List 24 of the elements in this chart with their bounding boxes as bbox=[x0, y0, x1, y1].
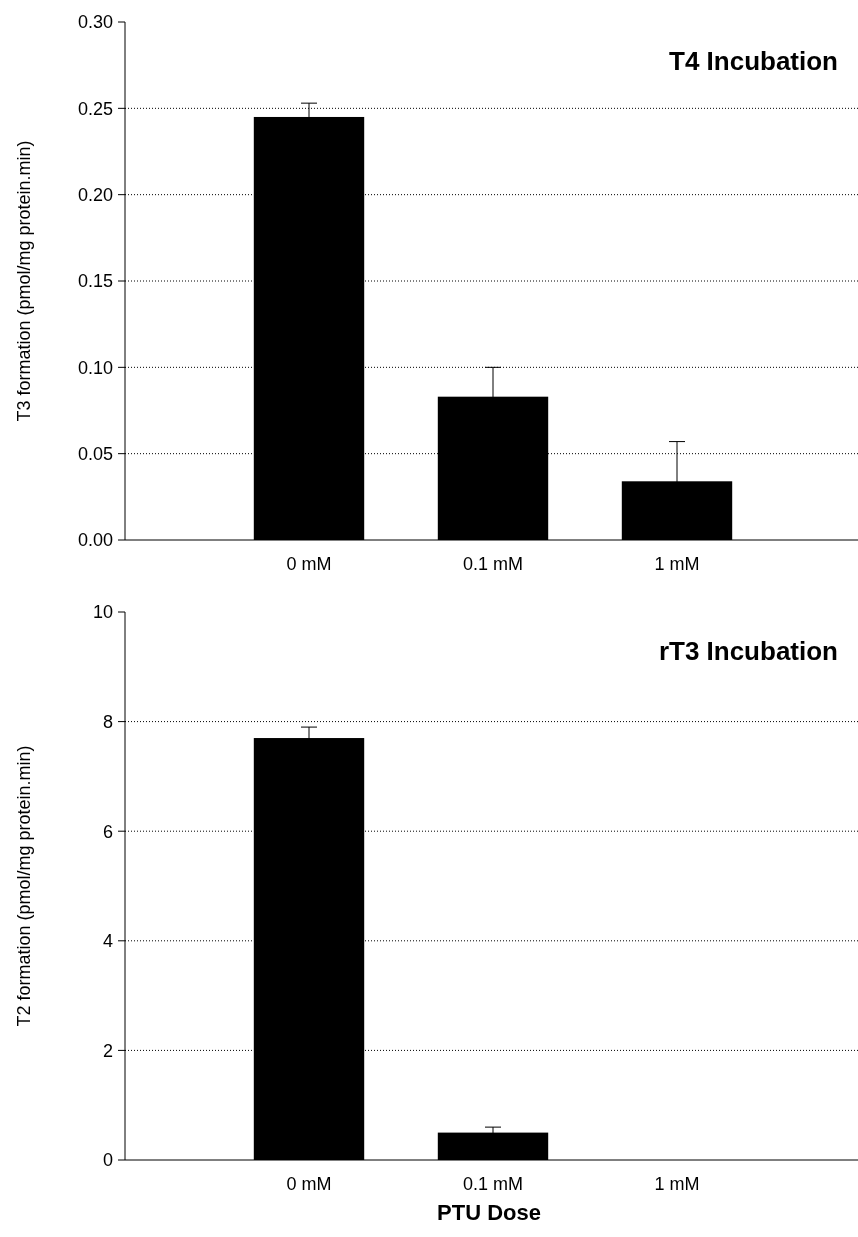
y-tick-label: 0 bbox=[102, 1150, 113, 1171]
x-tick-label: 0 mM bbox=[286, 1174, 332, 1194]
y-tick-label: 0.25 bbox=[77, 98, 113, 119]
x-tick-label: 0.1 mM bbox=[462, 1174, 524, 1194]
y-axis-title: T2 formation (pmol/mg protein.min) bbox=[14, 745, 34, 1027]
x-tick-label: 1 mM bbox=[654, 1174, 700, 1194]
x-tick-label: 0.1 mM bbox=[462, 554, 524, 574]
x-tick-label: 0 mM bbox=[286, 554, 332, 574]
y-tick-label: 10 bbox=[92, 602, 113, 623]
y-tick-label: 0.20 bbox=[77, 184, 113, 205]
y-axis-title: T3 formation (pmol/mg protein.min) bbox=[14, 140, 34, 422]
x-axis-title: PTU Dose bbox=[437, 1200, 541, 1225]
y-tick-label: 2 bbox=[102, 1040, 113, 1061]
y-tick-label: 0.15 bbox=[77, 271, 113, 292]
text: T4 Incubation bbox=[669, 46, 838, 76]
text: rT3 Incubation bbox=[658, 636, 838, 666]
y-tick-label: 6 bbox=[102, 821, 113, 842]
x-tick-label: 1 mM bbox=[654, 554, 700, 574]
y-tick-label: 0.05 bbox=[77, 443, 113, 464]
y-tick-label: 0.30 bbox=[77, 12, 113, 33]
y-tick-label: 4 bbox=[102, 931, 113, 952]
y-tick-label: 8 bbox=[102, 711, 113, 732]
y-tick-label: 0.00 bbox=[77, 530, 113, 551]
y-tick-label: 0.10 bbox=[77, 357, 113, 378]
